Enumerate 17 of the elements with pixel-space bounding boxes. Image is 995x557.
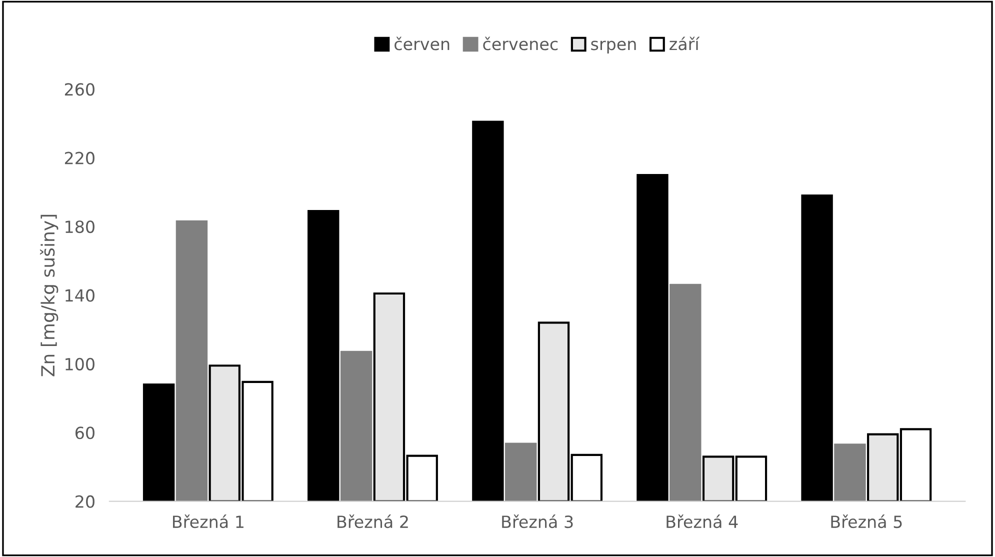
y-tick-label: 180 <box>66 220 94 234</box>
y-tick-label: 140 <box>66 289 94 302</box>
y-axis-title: Zn [mg/kg sušiny] <box>40 214 58 376</box>
x-tick-label: Březná 1 <box>173 514 244 528</box>
y-tick-label: 260 <box>64 83 94 96</box>
x-tick-label: Březná 2 <box>338 514 408 528</box>
x-tick-label: Březná 5 <box>831 514 902 528</box>
legend-label: srpen <box>591 40 636 54</box>
y-tick-label: 60 <box>76 426 94 440</box>
y-tick-label: 100 <box>66 358 94 370</box>
y-tick-label: 220 <box>64 152 94 164</box>
y-tick-label: 20 <box>76 495 94 508</box>
legend-label: červen <box>394 36 450 50</box>
x-tick-label: Březná 4 <box>666 514 738 528</box>
legend-label: červenec <box>483 36 558 50</box>
legend-label: září <box>670 36 700 50</box>
x-tick-label: Březná 3 <box>502 514 573 528</box>
